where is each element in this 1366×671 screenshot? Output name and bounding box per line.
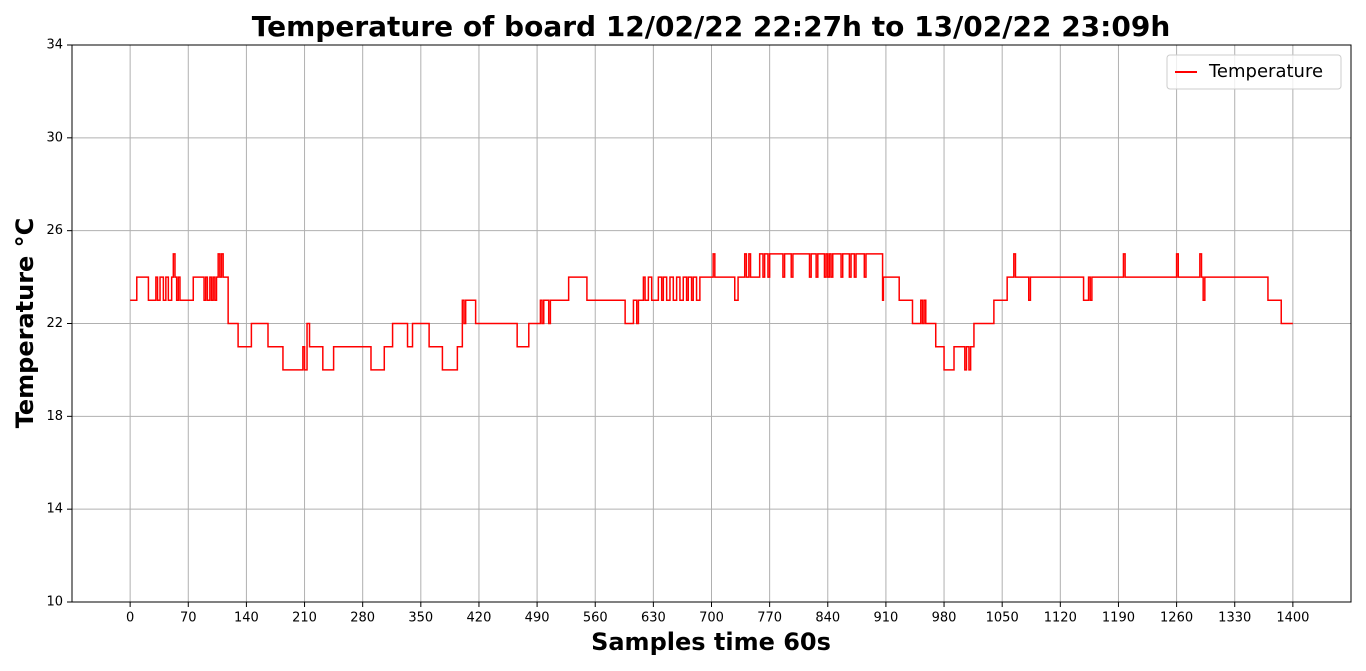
legend-label: Temperature (1208, 61, 1323, 82)
legend-box (1166, 54, 1342, 90)
x-tick-label: 1050 (986, 611, 1019, 626)
y-tick-label: 34 (46, 38, 63, 53)
x-tick-label: 1260 (1160, 611, 1193, 626)
y-tick-label: 14 (46, 502, 63, 517)
x-tick-label: 280 (350, 611, 375, 626)
x-tick-label: 0 (126, 611, 134, 626)
x-tick-label: 490 (525, 611, 550, 626)
y-axis-label: Temperature °C (11, 218, 39, 429)
y-tick-label: 18 (46, 409, 63, 424)
chart-title: Temperature of board 12/02/22 22:27h to … (252, 10, 1171, 43)
data-line (130, 253, 1293, 371)
x-tick-label: 1330 (1218, 611, 1251, 626)
y-tick-label: 26 (46, 223, 63, 238)
x-tick-label: 420 (467, 611, 492, 626)
x-tick-label: 910 (873, 611, 898, 626)
y-tick-label: 22 (46, 316, 63, 331)
x-tick-label: 630 (641, 611, 666, 626)
x-tick-label: 1190 (1102, 611, 1135, 626)
x-tick-label: 980 (932, 611, 957, 626)
x-tick-label: 210 (292, 611, 317, 626)
x-tick-label: 840 (815, 611, 840, 626)
y-tick-label: 30 (46, 130, 63, 145)
x-axis-label: Samples time 60s (591, 628, 831, 656)
y-tick-label: 10 (46, 595, 63, 610)
x-tick-label: 770 (757, 611, 782, 626)
x-tick-label: 700 (699, 611, 724, 626)
plot-frame (71, 44, 1352, 603)
x-tick-label: 1120 (1044, 611, 1077, 626)
x-tick-label: 140 (234, 611, 259, 626)
x-tick-label: 350 (408, 611, 433, 626)
x-tick-label: 70 (180, 611, 197, 626)
x-tick-label: 1400 (1276, 611, 1309, 626)
x-tick-label: 560 (583, 611, 608, 626)
